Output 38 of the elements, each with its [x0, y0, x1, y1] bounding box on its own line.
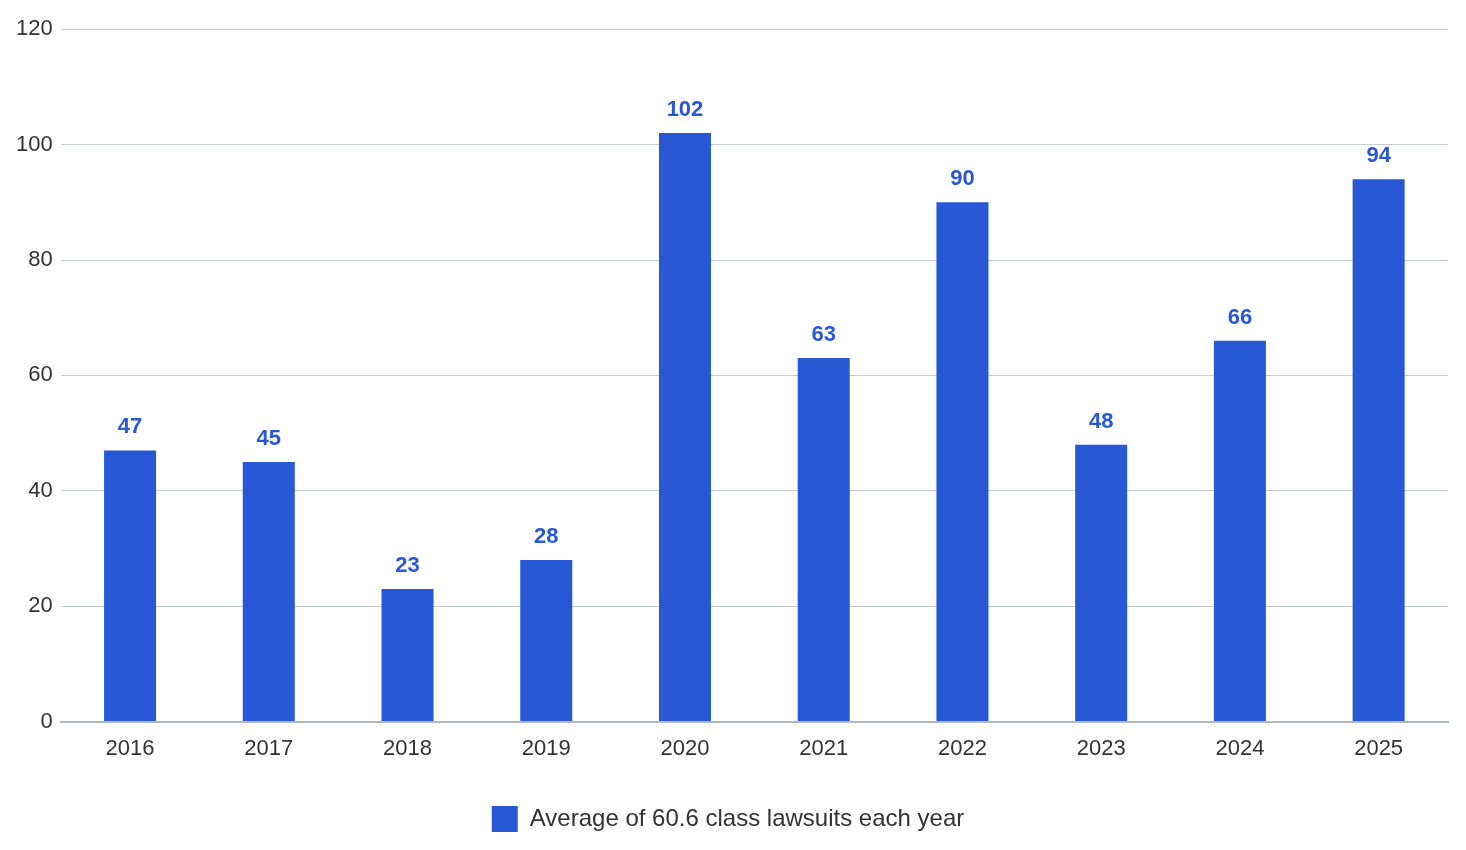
x-tick-label: 2017 [244, 734, 294, 760]
data-label: 94 [1366, 142, 1392, 168]
bar [797, 358, 850, 722]
data-label: 28 [534, 523, 559, 549]
x-tick-label: 2021 [799, 734, 849, 760]
bar [242, 461, 295, 722]
x-tick-label: 2025 [1354, 734, 1404, 760]
data-label: 48 [1088, 407, 1114, 433]
bar [104, 450, 157, 722]
x-tick-label: 2022 [937, 734, 987, 760]
bar [381, 588, 434, 722]
x-tick-label: 2019 [521, 734, 571, 760]
legend-label: Average of 60.6 class lawsuits each year [529, 803, 965, 831]
x-tick-label: 2024 [1215, 734, 1265, 760]
data-label: 102 [666, 96, 704, 122]
data-label: 63 [811, 321, 836, 347]
y-tick-label: 80 [28, 246, 53, 272]
x-tick-label: 2016 [105, 734, 155, 760]
bar [936, 202, 989, 722]
x-tick-label: 2020 [660, 734, 710, 760]
data-label: 90 [950, 165, 975, 191]
data-label: 66 [1227, 303, 1253, 329]
x-tick-label: 2023 [1076, 734, 1126, 760]
y-tick-label: 100 [15, 130, 53, 156]
y-tick-label: 60 [28, 361, 53, 387]
bar [1213, 340, 1266, 722]
y-tick-label: 0 [40, 707, 53, 733]
x-tick-label: 2018 [383, 734, 433, 760]
data-label: 23 [395, 551, 420, 577]
bar [1352, 179, 1405, 722]
y-tick-label: 20 [28, 592, 53, 618]
bar [1075, 444, 1128, 722]
data-label: 47 [117, 413, 143, 439]
y-tick-label: 120 [15, 15, 53, 41]
bar [658, 133, 711, 722]
data-label: 45 [256, 425, 282, 451]
bar [520, 560, 573, 722]
y-tick-label: 40 [28, 476, 53, 502]
